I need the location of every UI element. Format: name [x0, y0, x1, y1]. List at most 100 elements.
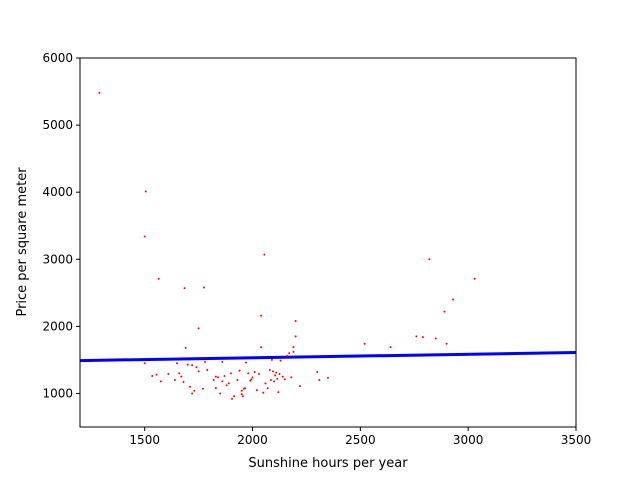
- x-tick-label: 3500: [561, 433, 592, 447]
- data-point: [167, 372, 170, 375]
- data-point: [277, 391, 280, 394]
- data-point: [183, 287, 186, 290]
- data-point: [206, 368, 209, 371]
- data-point: [240, 389, 243, 392]
- plot-marks: [79, 91, 577, 400]
- data-point: [260, 346, 263, 349]
- data-point: [269, 379, 272, 382]
- x-tick-label: 2500: [345, 433, 376, 447]
- data-point: [292, 346, 295, 349]
- data-point: [98, 91, 101, 94]
- data-point: [415, 335, 418, 338]
- data-point: [221, 360, 224, 363]
- x-axis-ticks: 1500 2000 2500 3000 3500: [129, 427, 591, 447]
- data-point: [421, 336, 424, 339]
- data-point: [473, 277, 476, 280]
- data-point: [266, 387, 269, 390]
- data-point: [214, 387, 217, 390]
- data-point: [182, 381, 185, 384]
- data-point: [260, 314, 263, 317]
- x-tick-label: 1500: [129, 433, 160, 447]
- y-axis-ticks: 1000 2000 3000 4000 5000 6000: [42, 51, 80, 400]
- data-point: [144, 190, 147, 193]
- data-point: [176, 362, 179, 365]
- data-point: [428, 258, 431, 261]
- data-point: [247, 372, 250, 375]
- data-point: [445, 342, 448, 345]
- data-point: [188, 385, 191, 388]
- y-tick-label: 2000: [42, 319, 73, 333]
- data-point: [197, 370, 200, 373]
- data-point: [219, 392, 222, 395]
- data-point: [212, 379, 215, 382]
- data-point: [223, 375, 226, 378]
- data-point: [193, 389, 196, 392]
- data-point: [203, 286, 205, 289]
- data-point: [231, 397, 234, 400]
- y-tick-label: 5000: [42, 118, 73, 132]
- data-point: [389, 346, 392, 349]
- data-point: [173, 379, 176, 382]
- data-point: [274, 374, 277, 377]
- data-point: [233, 395, 236, 398]
- data-point: [197, 327, 200, 330]
- data-point: [240, 393, 243, 396]
- data-point: [229, 372, 232, 375]
- data-point: [217, 376, 220, 379]
- data-point: [151, 375, 154, 378]
- data-point: [278, 372, 281, 375]
- data-point: [157, 277, 160, 280]
- regression-line: [79, 351, 577, 363]
- data-point: [275, 371, 278, 374]
- data-point: [290, 376, 293, 379]
- y-tick-label: 4000: [42, 185, 73, 199]
- data-point: [279, 359, 282, 362]
- data-point: [298, 385, 301, 388]
- data-point: [245, 361, 248, 364]
- data-point: [236, 379, 239, 382]
- data-point: [273, 380, 276, 383]
- y-axis-label: Price per square meter: [15, 167, 30, 317]
- data-point: [143, 362, 146, 365]
- data-point: [195, 366, 198, 369]
- data-point: [180, 375, 183, 378]
- data-point: [227, 382, 230, 385]
- data-point: [276, 377, 279, 380]
- x-axis-label: Sunshine hours per year: [248, 456, 408, 471]
- data-point: [251, 376, 254, 379]
- data-point: [318, 379, 321, 382]
- data-point: [286, 354, 289, 357]
- data-point: [262, 391, 265, 394]
- data-point: [452, 298, 455, 301]
- y-tick-label: 6000: [42, 51, 73, 65]
- data-point: [184, 346, 187, 349]
- data-point: [255, 389, 258, 392]
- data-point: [241, 395, 244, 398]
- data-point: [272, 370, 275, 373]
- data-point: [264, 382, 267, 385]
- data-point: [225, 384, 228, 387]
- data-point: [316, 370, 319, 373]
- data-point: [270, 358, 273, 361]
- data-point: [250, 378, 253, 381]
- data-point: [143, 235, 146, 238]
- data-point: [294, 335, 297, 338]
- data-point: [363, 342, 366, 345]
- data-point: [191, 364, 194, 367]
- data-point: [204, 360, 207, 363]
- data-point: [253, 370, 256, 373]
- plot-frame: [79, 57, 577, 428]
- data-point: [294, 319, 297, 322]
- x-tick-label: 2000: [237, 433, 268, 447]
- data-point: [214, 375, 217, 378]
- data-point: [155, 373, 158, 376]
- data-point: [283, 378, 286, 381]
- data-point: [201, 387, 204, 390]
- data-point: [249, 379, 252, 382]
- data-point: [186, 363, 189, 366]
- data-point: [243, 387, 246, 390]
- data-point: [443, 310, 446, 313]
- data-point: [257, 372, 260, 375]
